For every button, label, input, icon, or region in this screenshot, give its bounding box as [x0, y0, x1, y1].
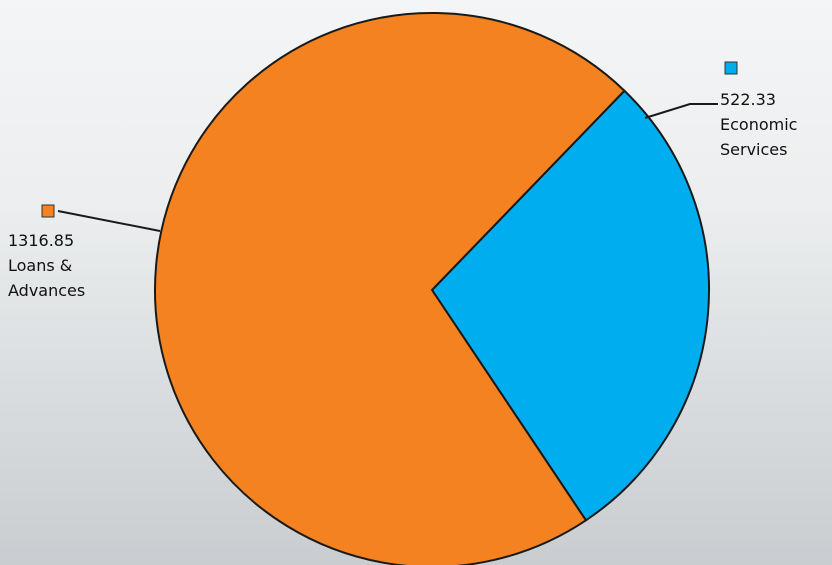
leader-line — [57, 210, 161, 232]
label-swatch — [41, 204, 55, 218]
leader-line — [644, 103, 718, 119]
category-label: Economic Services — [720, 115, 798, 159]
pie-slice — [430, 89, 710, 522]
pie-slice — [154, 12, 626, 565]
label-swatch — [724, 61, 738, 75]
value-label: 1316.85 — [8, 231, 75, 250]
value-label: 522.33 — [720, 90, 776, 109]
category-label: Loans & Advances — [8, 256, 86, 300]
